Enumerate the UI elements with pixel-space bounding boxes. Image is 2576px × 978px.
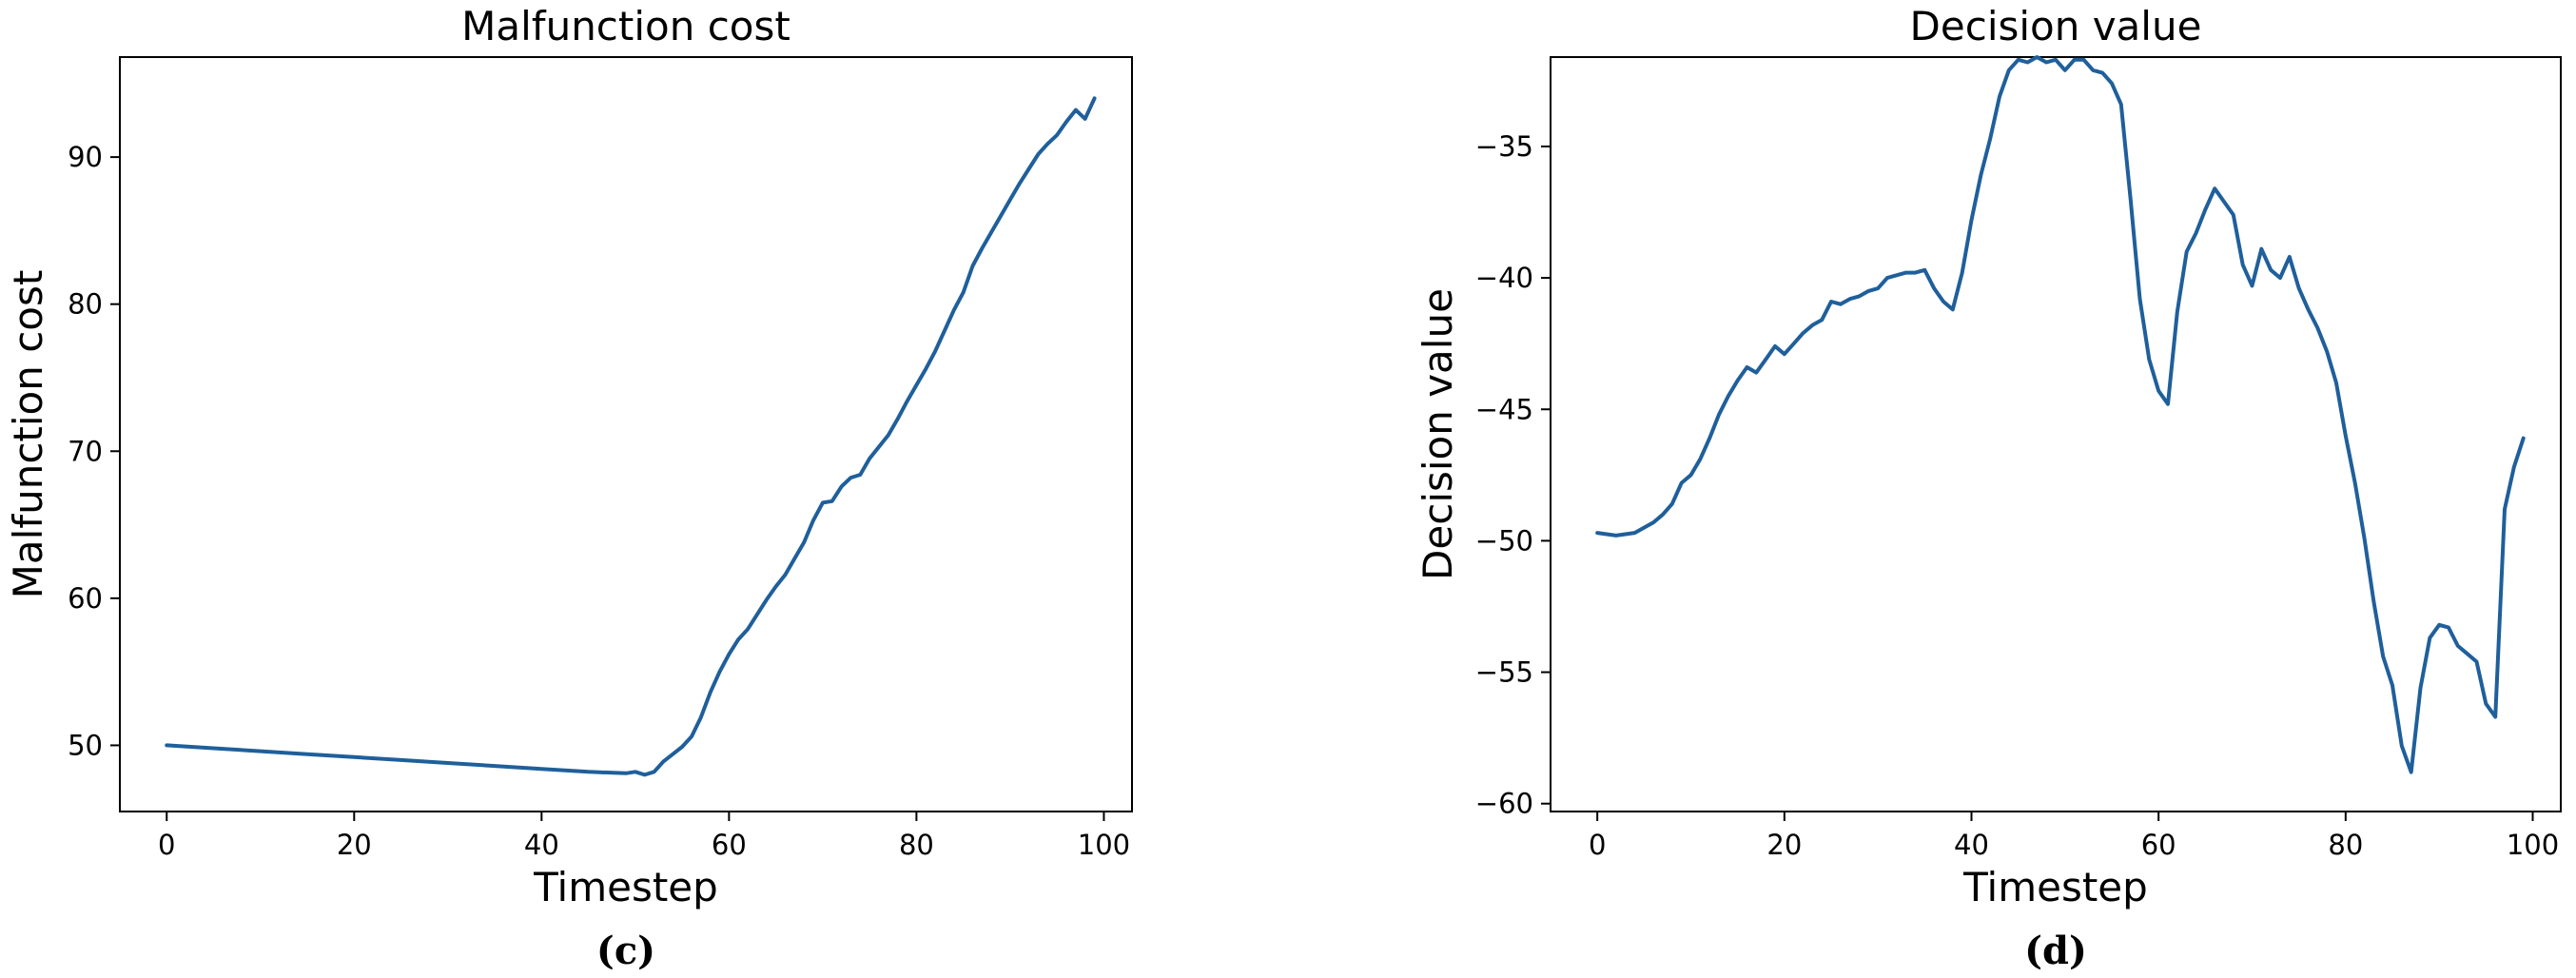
- y-tick-label: −40: [1475, 262, 1533, 294]
- x-tick-label: 20: [1766, 829, 1802, 861]
- y-tick-label: −60: [1475, 788, 1533, 820]
- y-ticks: −35 −40 −45 −50 −55 −60: [1475, 130, 1551, 820]
- x-ticks: 0 20 40 60 80 100: [158, 812, 1130, 861]
- panel-title: Decision value: [1910, 3, 2202, 49]
- y-tick-label: −55: [1475, 656, 1533, 689]
- panel-title: Malfunction cost: [461, 3, 790, 49]
- panel-c: Malfunction cost 0 20 40 60 80 100 50 60 70 80 90…: [5, 3, 1133, 973]
- x-tick-label: 0: [158, 829, 175, 861]
- x-tick-label: 100: [2507, 829, 2559, 861]
- y-tick-label: 90: [68, 141, 103, 173]
- y-axis-label: Decision value: [1415, 288, 1461, 580]
- y-tick-label: 80: [68, 288, 103, 321]
- y-tick-label: 60: [68, 582, 103, 615]
- plot-frame: [1550, 56, 2562, 812]
- panel-caption: (d): [2024, 929, 2087, 973]
- series-line: [1595, 55, 2526, 774]
- series-line: [165, 96, 1097, 777]
- x-tick-label: 100: [1078, 829, 1130, 861]
- x-tick-label: 40: [1954, 829, 1989, 861]
- y-tick-label: −50: [1475, 524, 1533, 557]
- x-ticks: 0 20 40 60 80 100: [1589, 812, 2559, 861]
- x-tick-label: 40: [524, 829, 559, 861]
- y-ticks: 50 60 70 80 90: [68, 141, 120, 761]
- x-tick-label: 0: [1589, 829, 1606, 861]
- plot-frame: [119, 56, 1133, 812]
- x-axis-label: Timestep: [1962, 864, 2148, 910]
- x-axis-label: Timestep: [533, 864, 718, 910]
- y-tick-label: 50: [68, 729, 103, 761]
- panel-caption: (c): [596, 929, 655, 973]
- panel-d: Decision value 0 20 40 60 80 100 −35 −40 −45 −50…: [1415, 3, 2562, 973]
- y-tick-label: 70: [68, 435, 103, 467]
- y-tick-label: −35: [1475, 130, 1533, 163]
- x-tick-label: 60: [712, 829, 747, 861]
- x-tick-label: 80: [899, 829, 934, 861]
- y-tick-label: −45: [1475, 393, 1533, 425]
- y-axis-label: Malfunction cost: [5, 270, 51, 599]
- x-tick-label: 20: [337, 829, 372, 861]
- x-tick-label: 80: [2328, 829, 2363, 861]
- x-tick-label: 60: [2141, 829, 2176, 861]
